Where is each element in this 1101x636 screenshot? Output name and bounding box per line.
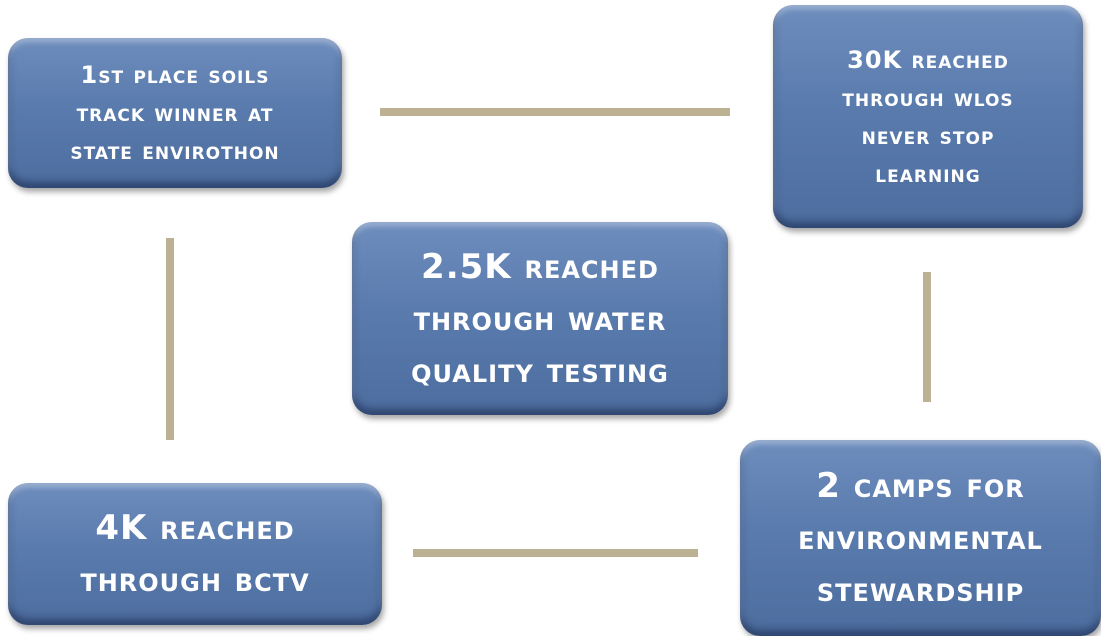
- node-label: 30K reached: [847, 45, 1009, 74]
- node-label: learning: [875, 159, 981, 188]
- node-label: quality testing: [411, 350, 669, 391]
- connector: [923, 272, 931, 402]
- node: 2 camps for environmental stewardship: [740, 440, 1101, 636]
- node-label: environmental: [798, 518, 1043, 558]
- connector: [166, 238, 174, 440]
- node-label: 4K reached: [95, 508, 295, 548]
- node: 4K reached through bctv: [8, 483, 382, 625]
- node-label: 1st place soils: [80, 61, 270, 89]
- node-label: state envirothon: [70, 137, 280, 165]
- node-label: 2.5K reached: [421, 246, 659, 287]
- node: 2.5K reached through water quality testing: [352, 222, 728, 415]
- connector: [380, 108, 730, 116]
- node-label: through bctv: [80, 560, 310, 600]
- connector: [413, 549, 698, 557]
- node: 30K reached through wlos never stop learnin…: [773, 5, 1083, 228]
- node-label: never stop: [861, 121, 995, 150]
- node-label: through wlos: [842, 83, 1014, 112]
- node-label: track winner at: [76, 99, 274, 127]
- node: 1st place soils track winner at state envi…: [8, 38, 342, 188]
- node-label: 2 camps for: [816, 466, 1025, 506]
- node-label: through water: [413, 298, 667, 339]
- node-label: stewardship: [816, 570, 1025, 610]
